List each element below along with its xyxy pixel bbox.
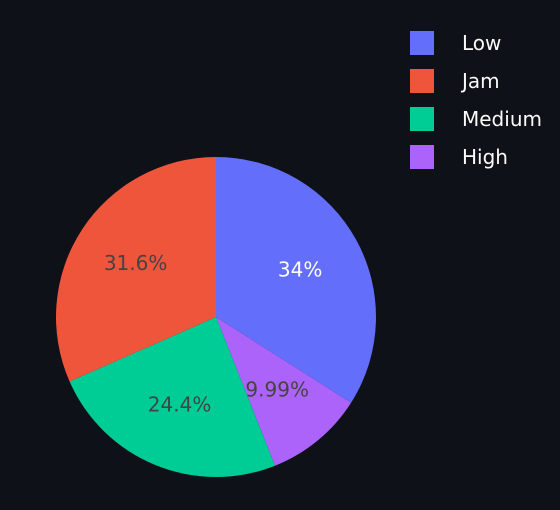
legend-swatch-low (410, 31, 434, 55)
legend-item-low[interactable]: Low (410, 24, 542, 62)
pie-label-high: 9.99% (245, 377, 309, 401)
legend-label-low: Low (462, 31, 502, 55)
legend-label-high: High (462, 145, 508, 169)
pie-label-medium: 24.4% (148, 392, 212, 416)
pie-labels: 34% 9.99% 24.4% 31.6% (104, 251, 323, 416)
pie-slices (55, 157, 376, 477)
pie-slice-jam[interactable] (55, 157, 216, 382)
pie-slice-medium[interactable] (69, 317, 275, 477)
legend-item-medium[interactable]: Medium (410, 100, 542, 138)
legend-swatch-medium (410, 107, 434, 131)
legend: Low Jam Medium High (410, 24, 542, 176)
pie-label-jam: 31.6% (104, 251, 168, 275)
pie-slice-low[interactable] (216, 157, 376, 403)
legend-label-medium: Medium (462, 107, 542, 131)
legend-swatch-jam (410, 69, 434, 93)
pie-slice-high[interactable] (216, 317, 352, 466)
legend-swatch-high (410, 145, 434, 169)
legend-item-jam[interactable]: Jam (410, 62, 542, 100)
legend-item-high[interactable]: High (410, 138, 542, 176)
pie-label-low: 34% (278, 257, 322, 281)
legend-label-jam: Jam (462, 69, 500, 93)
